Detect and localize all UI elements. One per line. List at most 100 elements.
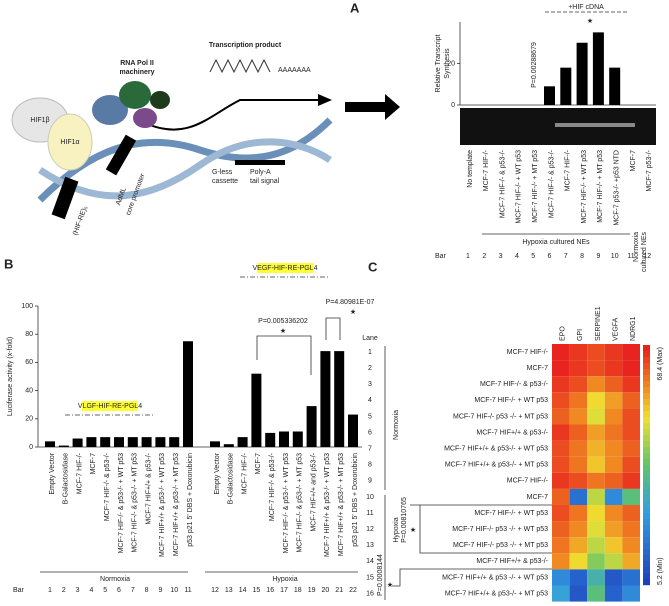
heat-cell <box>569 456 588 473</box>
group-label: Normoxia <box>393 410 400 440</box>
x-tick-label: MCF-7 HIF-/- <box>76 452 83 494</box>
y-tick-label: 20 <box>447 60 455 67</box>
heat-cell <box>569 585 588 602</box>
bar <box>279 431 289 447</box>
heat-cell <box>622 537 640 554</box>
bar <box>127 437 138 447</box>
heat-cell <box>587 472 605 489</box>
y-tick-label: 40 <box>25 387 33 394</box>
lane-number: 4 <box>368 397 372 404</box>
colorbar-step <box>643 543 650 550</box>
colorbar-step <box>643 537 650 544</box>
heat-cell <box>622 553 640 570</box>
lane-number: 10 <box>366 494 374 501</box>
heat-cell <box>622 505 640 522</box>
heat-cell <box>569 408 588 425</box>
row-label: MCF-7 <box>527 365 548 372</box>
lane-number: 3 <box>368 381 372 388</box>
heat-cell <box>552 440 570 457</box>
heat-cell <box>552 424 570 441</box>
column-label: SERPINE1 <box>595 306 602 341</box>
lane-label: Lane <box>362 335 378 342</box>
heat-cell <box>587 360 605 377</box>
bar <box>560 67 572 105</box>
heat-cell <box>587 505 605 522</box>
bar <box>141 437 152 447</box>
star: ★ <box>387 581 393 589</box>
colorbar-step <box>643 351 650 358</box>
x-tick-label: MCF-7 HIF+/+ & p53-/- + MT p53 <box>338 453 345 556</box>
heat-cell <box>622 392 640 409</box>
heat-cell <box>604 392 623 409</box>
x-tick-label: B-Galactosidase <box>63 453 70 504</box>
colorbar-step <box>643 459 650 466</box>
heat-cell <box>552 569 570 586</box>
bar <box>210 441 220 447</box>
heat-cell <box>569 505 588 522</box>
bar-number: 3 <box>76 587 80 594</box>
heat-cell <box>552 585 570 602</box>
x-tick-label: MCF-7 HIF-/- + WT p53 <box>516 150 523 224</box>
x-tick-label: MCF-7 <box>255 453 262 474</box>
heat-cell <box>569 569 588 586</box>
bar-number: 14 <box>239 587 247 594</box>
bar-number: 1 <box>466 253 470 260</box>
bar-number: 16 <box>266 587 274 594</box>
bar-number: 4 <box>89 587 93 594</box>
row-label: MCF-7 HIF+/+ & p53-/- <box>476 558 548 565</box>
x-tick-label: MCF-7 HIF+/+ & p53-/- + WT p53 <box>324 453 331 557</box>
row-label: MCF-7 HIF+/+ & p53-/- <box>476 429 548 436</box>
x-tick-label: MCF-7 HIF+/+ & p53-/- + MT p53 <box>173 453 180 556</box>
colorbar-step <box>643 417 650 424</box>
construct-box <box>82 401 138 411</box>
heat-cell <box>587 344 605 361</box>
heat-cell <box>604 472 623 489</box>
bar-number: 3 <box>499 253 503 260</box>
diagram-label: tail signal <box>250 178 280 185</box>
bar-number: 22 <box>349 587 357 594</box>
p-value: P=0.0008144 <box>377 554 384 596</box>
bar-label: Bar <box>435 253 447 260</box>
heat-cell <box>587 456 605 473</box>
lane-number: 5 <box>368 413 372 420</box>
colorbar-step <box>643 519 650 526</box>
heat-cell <box>552 344 570 361</box>
heat-cell <box>622 344 640 361</box>
x-tick-label: MCF-7 HIF-/- & p53-/- <box>499 149 506 218</box>
heat-cell <box>604 456 623 473</box>
colorbar-step <box>643 357 650 364</box>
colorbar-label: 68.4 (Max) <box>657 347 664 380</box>
lane-number: 8 <box>368 462 372 469</box>
x-tick-label: MCF-7 HIF-/- + MT p53 <box>597 150 604 223</box>
y-axis-label: Luciferase activity (x-fold) <box>7 337 14 416</box>
colorbar-step <box>643 573 650 580</box>
heat-cell <box>569 440 588 457</box>
lane-number: 6 <box>368 429 372 436</box>
p-value: P=4.80981E-07 <box>326 299 375 306</box>
heat-cell <box>587 440 605 457</box>
row-label: MCF-7 HIF-/- p53 -/- + MT p53 <box>453 413 548 420</box>
bar-number: 9 <box>596 253 600 260</box>
diagram-label: (HIF-RE)₅ <box>72 205 89 237</box>
colorbar-step <box>643 387 650 394</box>
row-label: MCF-7 HIF-/- p53 -/- + WT p53 <box>452 526 548 533</box>
bar-number: 2 <box>482 253 486 260</box>
heat-cell <box>604 521 623 538</box>
dendrogram <box>410 504 552 554</box>
row-label: MCF-7 HIF+/+ & p53-/- + MT p53 <box>445 462 548 469</box>
heat-cell <box>587 585 605 602</box>
x-tick-label: B-Galactosidase <box>228 453 235 504</box>
group-label: Hypoxia cultured NEs <box>522 239 590 246</box>
diagram-label: cassette <box>212 178 238 185</box>
heat-cell <box>587 376 605 393</box>
bar-number: 12 <box>643 253 651 260</box>
heat-cell <box>569 488 588 505</box>
lane-number: 7 <box>368 445 372 452</box>
bar-number: 21 <box>335 587 343 594</box>
colorbar-step <box>643 507 650 514</box>
x-tick-label: MCF-7 p53-/- <box>646 149 653 191</box>
star: ★ <box>410 526 416 534</box>
bar <box>609 67 621 105</box>
colorbar-step <box>643 363 650 370</box>
bar <box>183 341 193 447</box>
